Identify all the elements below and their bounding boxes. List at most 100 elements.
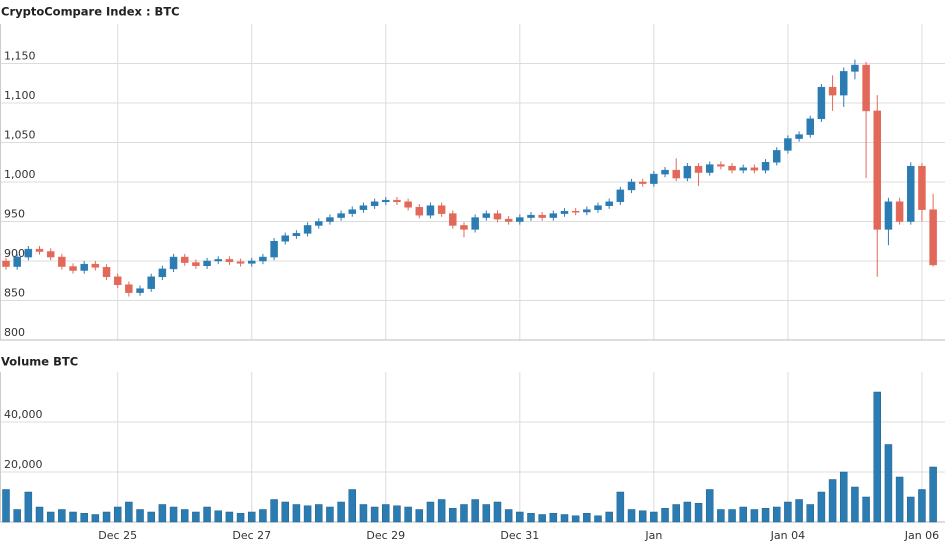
volume-bar bbox=[650, 511, 658, 523]
volume-bar bbox=[516, 511, 524, 523]
candle-body bbox=[449, 213, 457, 226]
volume-bar bbox=[259, 509, 267, 523]
candle-body bbox=[348, 209, 357, 214]
volume-bar bbox=[460, 504, 468, 523]
candle-body bbox=[772, 150, 781, 163]
volume-bar bbox=[449, 508, 457, 523]
candle-body bbox=[627, 181, 636, 191]
volume-bar bbox=[147, 511, 155, 523]
volume-bar bbox=[180, 509, 189, 523]
volume-bar bbox=[2, 489, 10, 523]
candle-body bbox=[393, 199, 401, 202]
volume-bar bbox=[426, 501, 435, 523]
candle-body bbox=[236, 261, 245, 264]
candle-body bbox=[136, 288, 144, 293]
x-tick-label: Jan 06 bbox=[904, 529, 939, 542]
candle-body bbox=[281, 235, 289, 242]
volume-bar bbox=[806, 504, 814, 523]
volume-bar bbox=[303, 505, 312, 523]
y-tick-label: 1,050 bbox=[4, 129, 36, 142]
candle-body bbox=[2, 260, 10, 267]
candle-body bbox=[817, 86, 826, 120]
volume-bar bbox=[683, 501, 692, 523]
volume-bar bbox=[393, 505, 401, 523]
candle-body bbox=[683, 165, 692, 179]
candle-body bbox=[113, 276, 122, 285]
candle-body bbox=[884, 201, 893, 230]
volume-bar bbox=[527, 513, 535, 523]
candle-body bbox=[315, 221, 323, 226]
volume-bar bbox=[795, 499, 803, 523]
volume-bar bbox=[538, 514, 546, 523]
candle-body bbox=[303, 225, 312, 234]
volume-bar bbox=[605, 511, 613, 523]
candle-body bbox=[661, 169, 669, 175]
candle-body bbox=[69, 266, 77, 271]
candle-body bbox=[828, 86, 837, 96]
volume-bar bbox=[504, 509, 513, 523]
candle-body bbox=[527, 214, 535, 218]
volume-bar bbox=[35, 506, 44, 523]
candle-body bbox=[247, 260, 256, 264]
candle-body bbox=[370, 201, 379, 206]
volume-bar bbox=[840, 471, 848, 523]
volume-bar bbox=[46, 511, 55, 523]
volume-bar bbox=[571, 515, 580, 523]
candle-body bbox=[806, 118, 814, 135]
price-title: CryptoCompare Index : BTC bbox=[1, 5, 180, 19]
candle-body bbox=[225, 259, 234, 263]
candle-body bbox=[460, 225, 468, 230]
candle-body bbox=[102, 267, 111, 278]
x-tick-label: Dec 27 bbox=[232, 529, 271, 542]
volume-bar bbox=[270, 499, 278, 523]
volume-bar bbox=[929, 466, 937, 523]
volume-bar bbox=[594, 515, 602, 523]
x-tick-label: Jan 04 bbox=[770, 529, 805, 542]
candle-body bbox=[616, 189, 625, 202]
candle-body bbox=[784, 138, 792, 151]
candle-body bbox=[583, 209, 591, 213]
volume-bar bbox=[471, 499, 479, 523]
candle-body bbox=[504, 218, 513, 222]
y-tick-label: 1,100 bbox=[4, 89, 36, 102]
volume-bar bbox=[404, 506, 412, 523]
volume-bar bbox=[616, 491, 625, 523]
candle-body bbox=[862, 64, 870, 112]
volume-bar bbox=[158, 504, 167, 523]
candle-body bbox=[571, 210, 580, 213]
volume-bar bbox=[225, 511, 234, 523]
volume-bar bbox=[247, 511, 256, 523]
y-tick-label: 20,000 bbox=[4, 458, 43, 471]
candle-body bbox=[728, 165, 736, 171]
volume-bar bbox=[169, 506, 178, 523]
volume-bar bbox=[370, 506, 379, 523]
candle-body bbox=[58, 256, 66, 267]
candle-body bbox=[203, 260, 211, 266]
candle-body bbox=[169, 256, 178, 270]
volume-bar bbox=[91, 514, 100, 523]
candle-body bbox=[359, 205, 368, 210]
candle-body bbox=[337, 213, 345, 218]
candle-body bbox=[326, 217, 334, 222]
candle-body bbox=[192, 262, 200, 266]
volume-bar bbox=[382, 504, 390, 523]
y-tick-label: 900 bbox=[4, 247, 25, 260]
candle-body bbox=[415, 207, 424, 216]
candle-body bbox=[650, 173, 658, 184]
candle-body bbox=[761, 162, 770, 171]
volume-bar bbox=[661, 508, 669, 523]
volume-bar bbox=[862, 496, 870, 523]
candle-body bbox=[125, 284, 133, 293]
volume-bar bbox=[236, 513, 245, 523]
volume-bar bbox=[482, 504, 491, 523]
candle-body bbox=[739, 167, 747, 171]
x-tick-label: Dec 29 bbox=[366, 529, 405, 542]
volume-bar bbox=[739, 506, 747, 523]
candle-body bbox=[482, 213, 491, 218]
candle-body bbox=[605, 201, 613, 206]
volume-bar bbox=[750, 509, 759, 523]
candle-body bbox=[538, 214, 546, 218]
y-tick-label: 950 bbox=[4, 208, 25, 221]
x-tick-label: Dec 25 bbox=[98, 529, 137, 542]
